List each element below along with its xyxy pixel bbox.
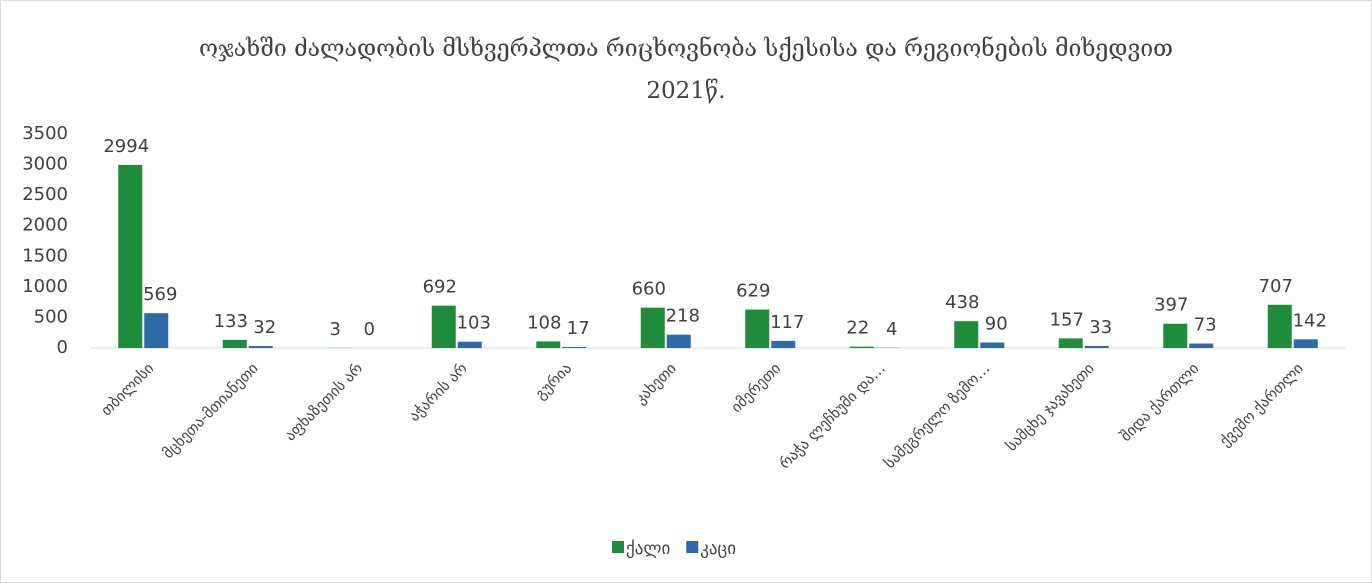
- bar: [562, 346, 587, 348]
- data-label: 108: [527, 312, 561, 333]
- data-label: 33: [1089, 317, 1112, 338]
- bar: [640, 307, 665, 348]
- legend-swatch: [686, 541, 699, 553]
- bar: [248, 346, 273, 348]
- bar: [1163, 323, 1188, 348]
- data-label: 660: [632, 279, 666, 300]
- bar: [666, 334, 691, 348]
- data-label: 32: [253, 317, 276, 338]
- data-label: 73: [1194, 315, 1217, 336]
- bar: [849, 346, 874, 348]
- bar: [536, 341, 561, 348]
- bar: [1084, 345, 1109, 348]
- data-label: 438: [945, 292, 979, 313]
- data-label: 142: [1293, 310, 1327, 331]
- bar: [118, 164, 143, 348]
- y-tick-label: 1000: [22, 276, 68, 297]
- data-label: 90: [985, 313, 1008, 334]
- bar: [771, 340, 796, 348]
- data-label: 397: [1154, 295, 1188, 316]
- data-label: 103: [457, 313, 491, 334]
- data-label: 157: [1050, 309, 1084, 330]
- bar: [144, 313, 169, 348]
- data-label: 133: [214, 311, 248, 332]
- legend-swatch: [612, 541, 624, 553]
- legend-label: ქალი: [626, 539, 670, 559]
- legend-label: კაცი: [700, 539, 736, 559]
- y-tick-label: 500: [34, 306, 68, 327]
- bar: [1293, 339, 1318, 348]
- bar: [457, 341, 482, 348]
- data-label: 218: [666, 306, 700, 327]
- bar: [1058, 338, 1083, 348]
- bar: [980, 342, 1005, 348]
- bar: [954, 321, 979, 348]
- data-label: 692: [423, 277, 457, 298]
- data-label: 17: [567, 318, 590, 339]
- y-tick-label: 3500: [22, 123, 68, 144]
- data-label: 569: [143, 284, 177, 305]
- y-tick-label: 2500: [22, 184, 68, 205]
- bar: [745, 309, 770, 348]
- data-label: 2994: [103, 136, 149, 157]
- bar: [1267, 304, 1292, 348]
- data-label: 707: [1259, 276, 1293, 297]
- y-tick-label: 0: [57, 337, 68, 358]
- y-tick-label: 1500: [22, 245, 68, 266]
- bar: [431, 305, 456, 348]
- bar: [1189, 343, 1214, 348]
- chart-title: ოჯახში ძალადობის მსხვერპლთა რიცხოვნობა ს…: [199, 36, 1173, 104]
- bar: [222, 339, 247, 348]
- data-label: 0: [364, 319, 375, 340]
- data-label: 22: [846, 318, 869, 339]
- data-label: 117: [770, 312, 804, 333]
- y-tick-label: 3000: [22, 154, 68, 175]
- data-label: 4: [886, 319, 897, 340]
- data-label: 629: [736, 281, 770, 302]
- y-tick-label: 2000: [22, 215, 68, 236]
- data-label: 3: [330, 319, 341, 340]
